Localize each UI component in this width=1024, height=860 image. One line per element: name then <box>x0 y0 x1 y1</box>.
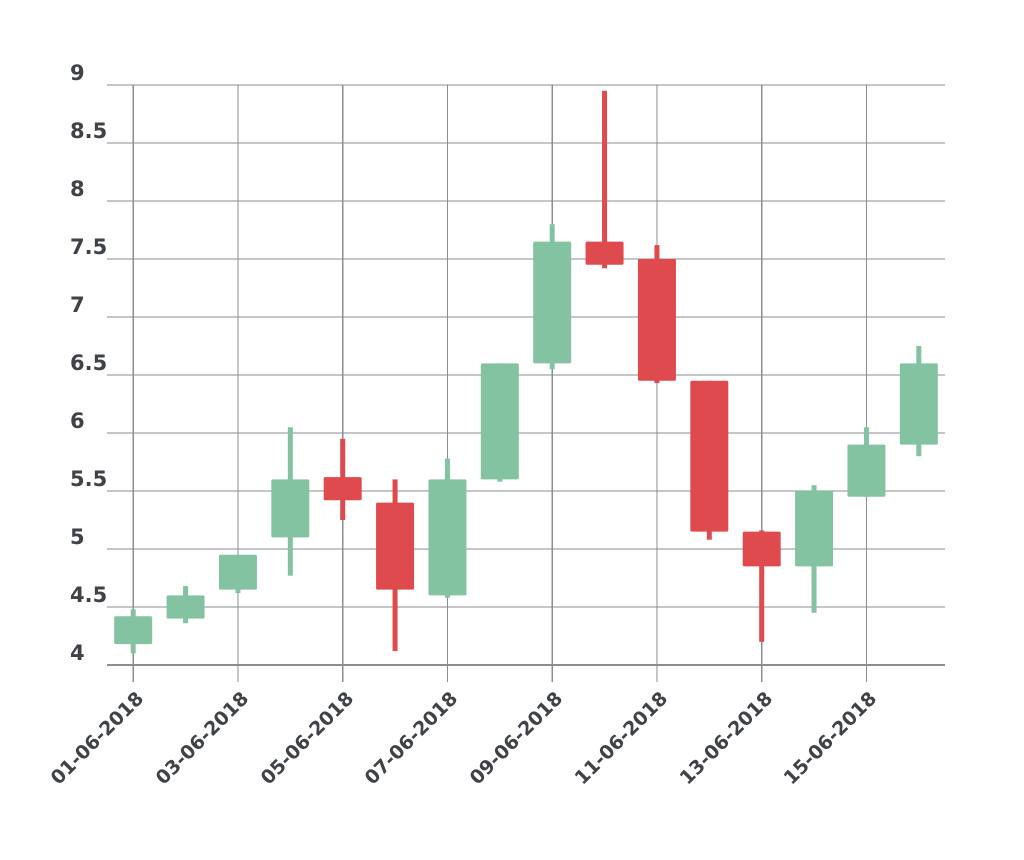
y-axis-tick-label: 8 <box>70 177 85 201</box>
candle <box>114 609 153 654</box>
candle-body <box>585 241 624 265</box>
candle-wick <box>602 90 608 269</box>
candle <box>166 586 205 624</box>
y-axis-tick-label: 9 <box>70 61 85 85</box>
y-axis-tick-label: 4.5 <box>70 583 108 607</box>
candle-body <box>271 479 310 538</box>
candle <box>376 479 415 652</box>
candle <box>323 438 362 520</box>
candle-body <box>742 531 781 567</box>
candle-wick <box>759 530 765 642</box>
y-axis-tick-label: 6.5 <box>70 351 108 375</box>
candle-body <box>795 491 834 567</box>
y-axis-tick-label: 7.5 <box>70 235 108 259</box>
candle <box>637 245 676 384</box>
y-axis-tick-label: 5.5 <box>70 467 108 491</box>
y-axis-tick-label: 8.5 <box>70 119 108 143</box>
candle-body <box>637 259 676 381</box>
y-axis-tick-label: 7 <box>70 293 85 317</box>
horizontal-gridlines <box>107 84 945 666</box>
candle-body <box>166 595 205 619</box>
candle-body <box>114 616 153 645</box>
candle <box>271 427 310 576</box>
candle <box>899 346 938 457</box>
candle-body <box>218 554 257 590</box>
candle-body <box>376 502 415 590</box>
candle <box>585 90 624 269</box>
candle-body <box>899 363 938 445</box>
candle <box>847 427 886 497</box>
candle-body <box>428 479 467 596</box>
candle <box>690 380 729 540</box>
candle-body <box>690 380 729 532</box>
y-axis-tick-label: 4 <box>70 641 85 665</box>
candle-body <box>533 241 572 364</box>
candle-body <box>323 477 362 501</box>
candle <box>795 485 834 613</box>
candle-series <box>114 90 938 654</box>
y-axis-tick-label: 6 <box>70 409 85 433</box>
candle-body <box>847 444 886 497</box>
candle <box>218 554 257 594</box>
candle <box>428 458 467 598</box>
candle <box>480 363 519 482</box>
candle-body <box>480 363 519 480</box>
y-axis-tick-label: 5 <box>70 525 85 549</box>
candle <box>533 224 572 370</box>
candle <box>742 530 781 642</box>
